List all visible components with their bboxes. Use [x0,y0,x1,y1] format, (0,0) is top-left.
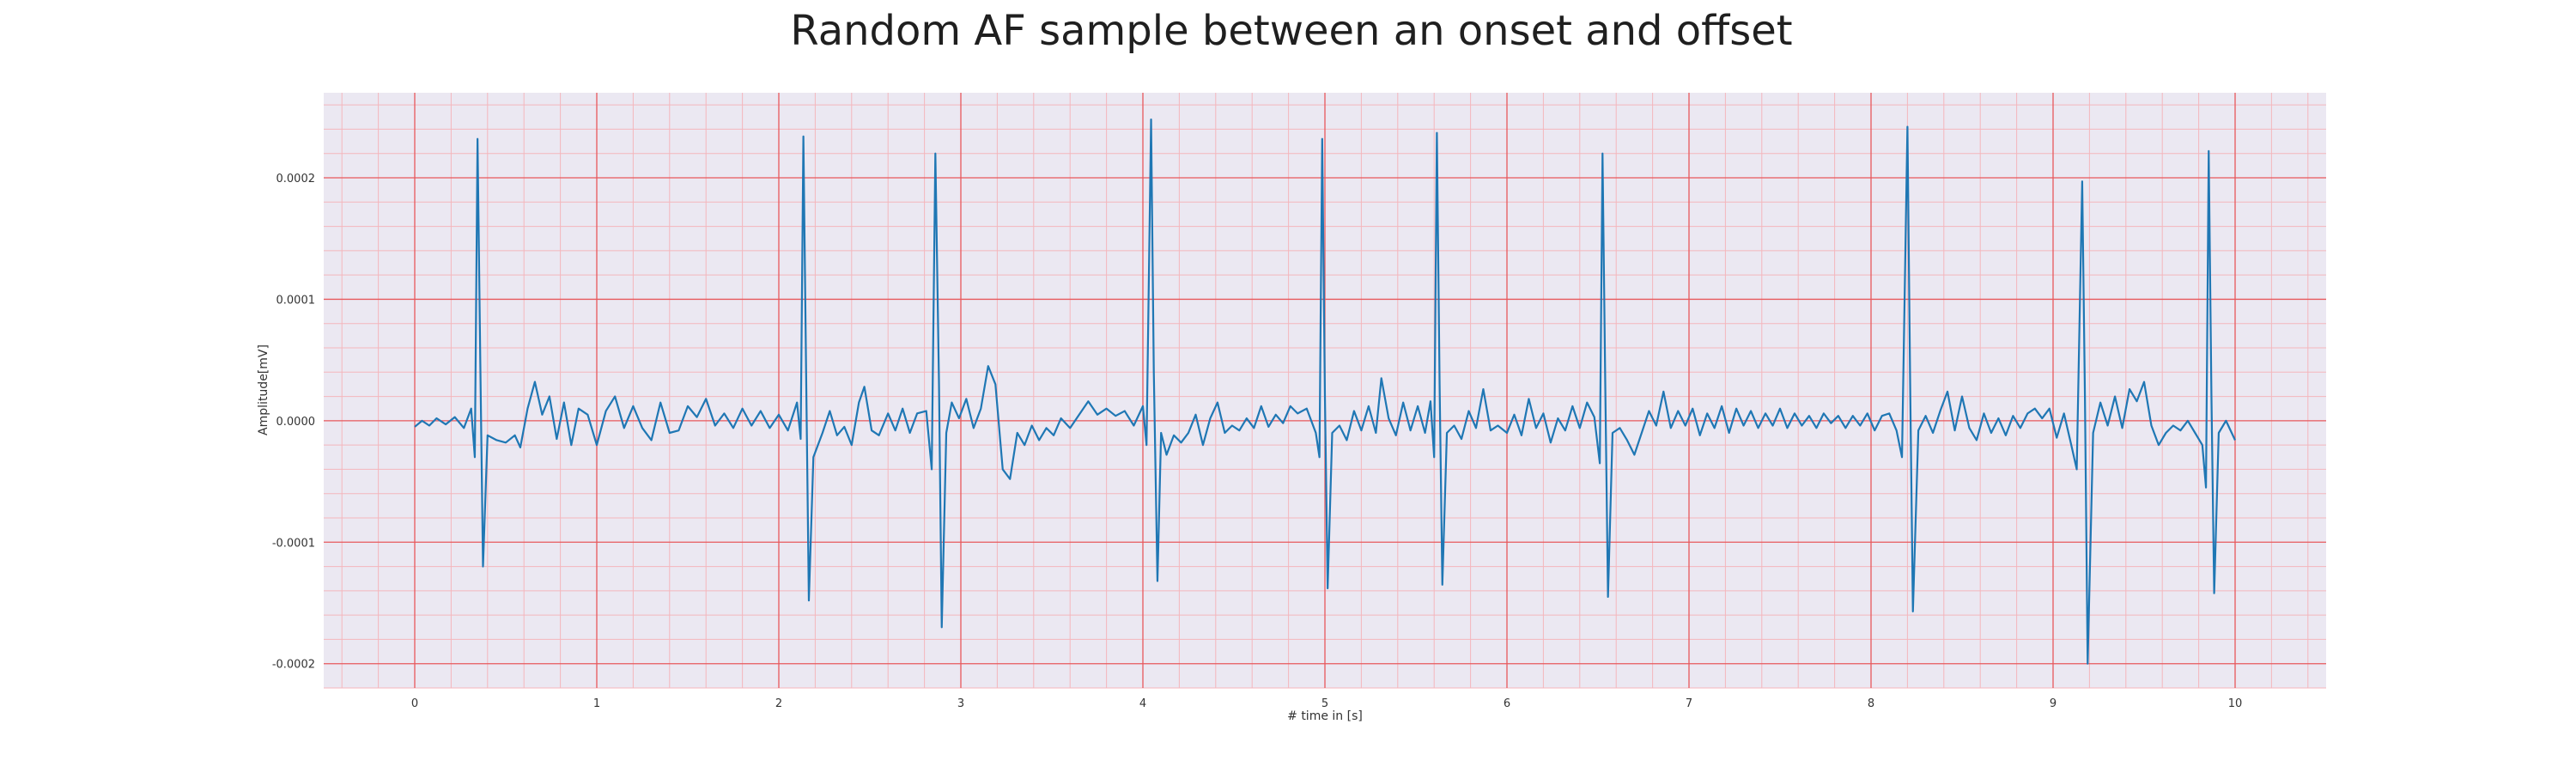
y-axis-label: Amplitude[mV] [257,344,270,435]
y-tick-label: 0.0002 [276,173,316,186]
chart-title: Random AF sample between an onset and of… [790,7,1792,55]
x-tick-labels: 0 1 2 3 4 5 6 7 8 9 10 [411,697,2242,710]
x-tick-label: 3 [957,697,964,710]
x-tick-label: 4 [1139,697,1146,710]
x-tick-label: 8 [1868,697,1874,710]
x-tick-label: 1 [593,697,600,710]
y-tick-label: 0.0001 [276,294,316,307]
x-tick-label: 0 [411,697,418,710]
x-tick-label: 2 [775,697,782,710]
x-axis-label: # time in [s] [1287,709,1363,723]
x-tick-label: 6 [1504,697,1510,710]
y-tick-label: -0.0001 [272,537,315,550]
series-layer [414,119,2236,665]
ecg-signal-line [414,119,2236,665]
y-tick-label: -0.0002 [272,659,315,672]
x-tick-label: 9 [2050,697,2057,710]
x-tick-label: 7 [1686,697,1692,710]
x-tick-label: 10 [2228,697,2243,710]
major-grid [324,93,2326,688]
y-tick-labels: -0.0002 -0.0001 0.0000 0.0001 0.0002 [272,173,315,672]
y-tick-label: 0.0000 [276,416,316,429]
x-tick-label: 5 [1321,697,1328,710]
